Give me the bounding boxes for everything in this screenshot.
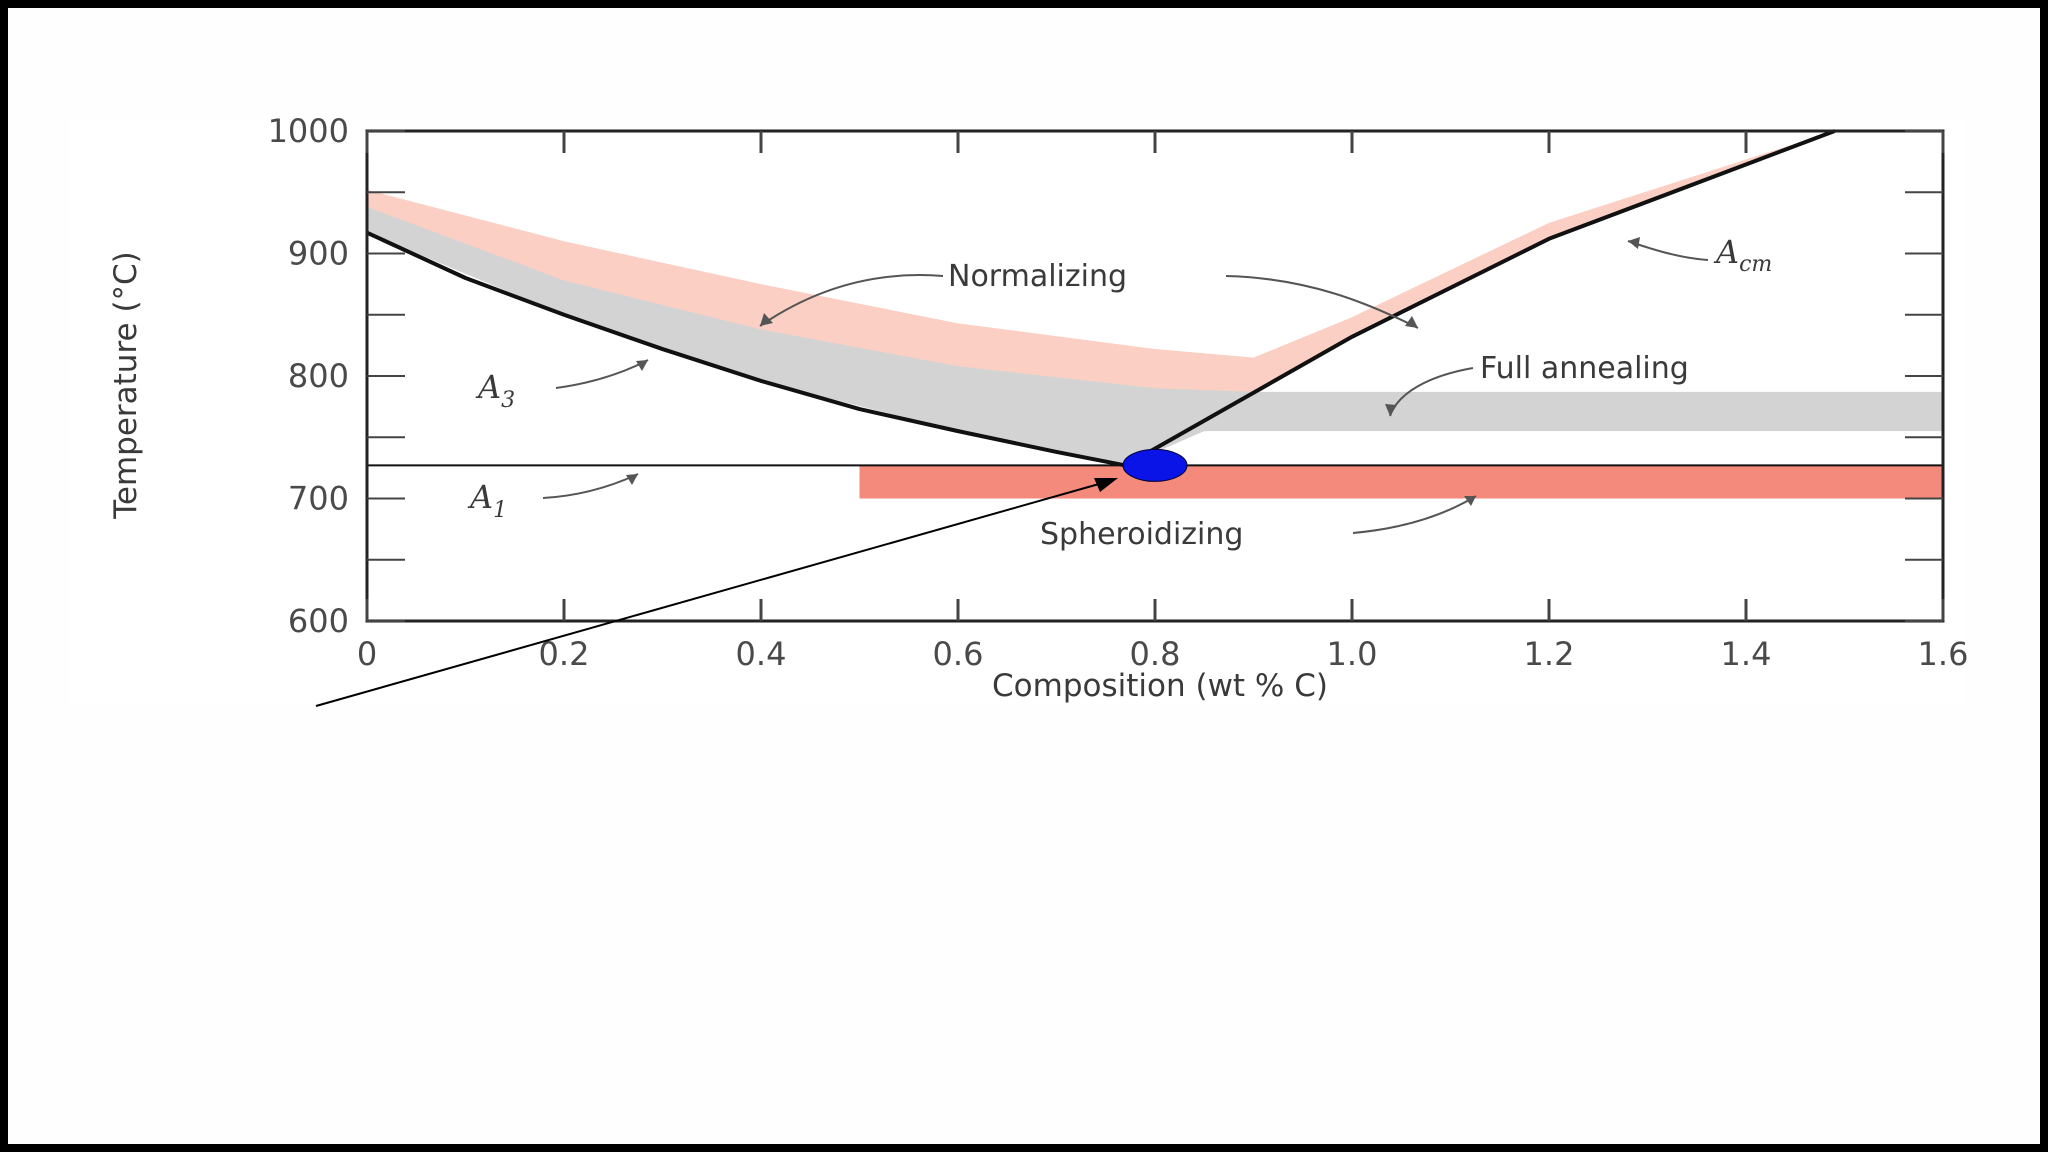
a1-label: A1 [467,478,507,523]
a1-arrowhead [626,474,638,485]
full-annealing-band [367,206,1943,466]
x-tick-label: 1.6 [1918,635,1969,673]
points-layer [1122,448,1188,482]
full-annealing-arrowhead [1385,404,1397,416]
acm-line [1124,129,1836,468]
heat-treatment-chart: 0 0.2 0.4 0.6 0.8 1.0 1.2 1.4 1.6600700800900100… [70,112,1969,707]
x-tick-label: 0.4 [736,635,787,673]
x-tick-label: 1.2 [1524,635,1575,673]
spheroidizing-band [859,465,1943,499]
a3-label: A3 [475,368,515,413]
ticks-layer: 0 0.2 0.4 0.6 0.8 1.0 1.2 1.4 1.6600700800900100… [268,112,1969,673]
x-tick-label: 1.4 [1721,635,1772,673]
y-tick-label: 600 [288,602,349,640]
a3-arrowhead [636,360,648,371]
x-tick-label: 0.8 [1130,635,1181,673]
slide-frame: 0 0.2 0.4 0.6 0.8 1.0 1.2 1.4 1.6 600 700 800 900 100… [8,8,2040,1144]
spheroidizing-label: Spheroidizing [1040,517,1243,552]
y-axis-title: Temperature (°C) [108,251,144,520]
y-tick-label: 800 [288,357,349,395]
eutectoid-point [1122,448,1188,482]
x-tick-label: 0 [357,635,377,673]
normalizing-leader-right [1225,275,1419,329]
normalizing-arrowhead-left [760,313,773,326]
y-tick-label: 700 [288,480,349,518]
spheroidizing-arrowhead [1464,496,1476,506]
y-tick-label: 1000 [268,112,349,150]
x-tick-label: 0.6 [933,635,984,673]
spheroidizing-leader [1352,495,1477,534]
pointer-arrow-head [1094,478,1118,492]
x-tick-label: 1.0 [1327,635,1378,673]
normalizing-arrowhead-right [1405,316,1418,328]
acm-arrowhead [1628,237,1640,249]
x-axis-title: Composition (wt % C) [992,668,1328,704]
y-tick-label: 900 [288,235,349,273]
normalizing-label: Normalizing [948,259,1127,294]
normalizing-leader-left [759,274,944,327]
full-annealing-label: Full annealing [1480,351,1689,386]
annotation-arrowheads [626,237,1640,506]
pointer-arrow-line [315,481,1107,707]
a3-line [366,230,1126,468]
acm-label: Acm [1713,233,1772,277]
